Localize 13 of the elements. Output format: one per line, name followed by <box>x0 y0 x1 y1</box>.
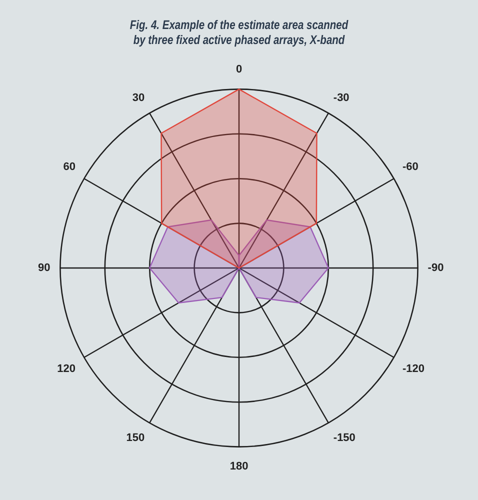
spoke-label: -60 <box>402 161 418 174</box>
spoke-label: 180 <box>230 460 248 472</box>
spoke-label: -120 <box>402 363 425 376</box>
spoke-label: -150 <box>333 432 356 444</box>
spoke-label: -30 <box>333 92 350 104</box>
chart-title: Fig. 4. Example of the estimate area scanned by three fixed active phased arrays, X-band <box>128 18 350 48</box>
spoke-label: 120 <box>57 363 76 376</box>
spoke-label: -90 <box>428 262 444 274</box>
spoke-label: 0 <box>236 64 242 76</box>
spoke-label: 60 <box>63 161 76 174</box>
spoke-label: 30 <box>132 92 145 104</box>
spoke-label: 90 <box>38 262 50 274</box>
spoke-label: 150 <box>126 432 145 444</box>
